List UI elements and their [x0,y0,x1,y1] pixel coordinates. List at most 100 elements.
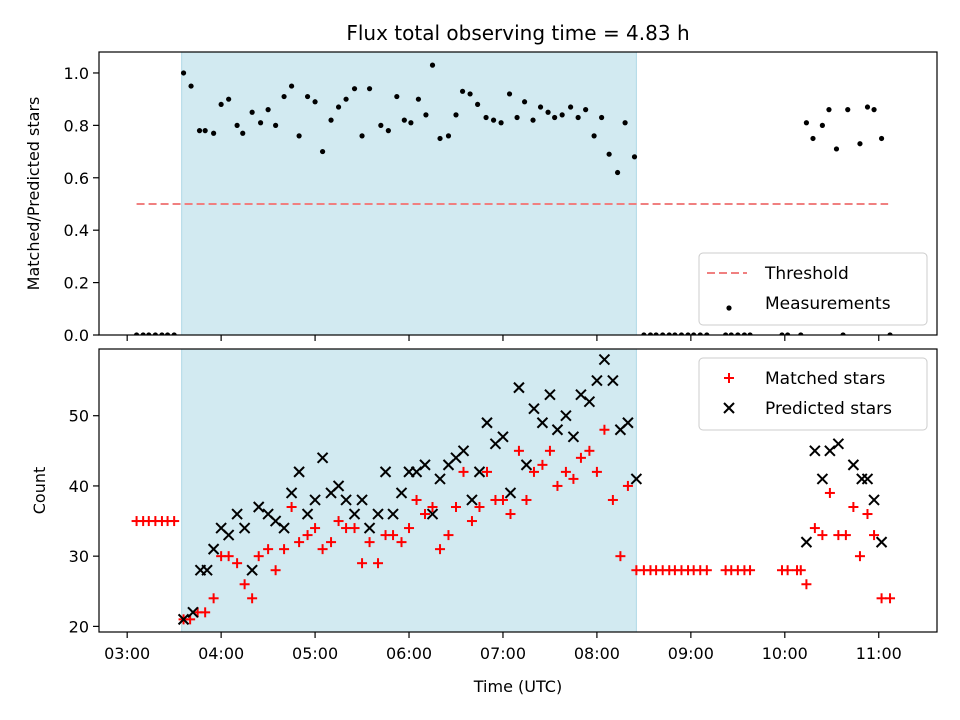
matched-point [568,473,579,484]
measurement-point [218,101,224,108]
predicted-point [395,487,408,499]
predicted-point [622,417,634,429]
measurement-point [559,112,565,118]
matched-point [310,523,321,534]
predicted-point [340,494,352,506]
matched-point [349,523,360,534]
legend: Matched stars Predicted stars [698,357,928,431]
measurement-point [312,99,318,105]
matched-point [521,494,532,505]
matched-point [294,537,305,548]
legend: Threshold Measurements [698,252,928,326]
measurement-point [871,107,877,113]
matched-point [575,452,586,463]
measurement-point [845,107,851,113]
predicted-point [875,536,888,548]
measurement-point [437,135,443,142]
measurement-point [728,332,734,335]
predicted-point [497,431,509,443]
measurement-point [614,169,621,176]
measurement-point [394,93,400,100]
predicted-point [847,459,860,471]
predicted-point [816,473,829,485]
matched-point [513,445,524,456]
matched-point [357,558,368,569]
measurement-point [304,93,311,100]
measurement-point [660,332,666,335]
predicted-point [238,522,251,534]
predicted-point [520,459,533,471]
measurement-point [514,114,520,121]
matched-point [745,565,756,576]
predicted-point [293,466,305,478]
predicted-point [544,388,556,401]
legend-label: Matched stars [765,369,885,389]
measurement-point [415,96,422,102]
predicted-point [504,487,517,499]
legend-entry: Measurements [726,294,891,314]
y-tick-label: 30 [69,547,89,566]
matched-point [474,502,485,513]
predicted-point [246,564,258,576]
measurement-point [685,332,691,335]
measurement-point [133,332,140,335]
measurement-point [366,86,373,92]
measurement-point [171,332,177,335]
predicted-point [387,508,399,520]
x-tick-label: 08:00 [574,644,620,663]
observing-window [181,348,637,633]
measurement-point [159,332,165,335]
y-tick-label: 0.2 [64,274,89,293]
measurement-point [530,117,536,123]
predicted-point [868,494,880,506]
measurement-point [653,332,659,335]
predicted-point [207,543,220,555]
measurement-point [521,99,528,105]
matched-point [253,551,264,562]
matched-point [801,579,812,590]
predicted-point [591,374,603,387]
matched-point [239,579,250,590]
measurement-point [819,122,825,128]
matched-point [411,494,422,505]
measurement-point [459,88,466,94]
predicted-point [583,395,596,408]
matched-point [481,466,492,477]
matched-point [458,466,469,477]
measurement-point [803,120,810,126]
matched-point [840,530,851,541]
legend-entry: Threshold [707,264,849,284]
predicted-point [426,508,439,520]
predicted-point [301,508,314,520]
predicted-point [513,381,525,394]
chart-title: Flux total observing time = 4.83 h [346,21,689,45]
measurement-point [864,104,871,110]
measurement-point [423,112,429,118]
predicted-point [630,473,643,485]
measurement-point [146,332,152,335]
measurement-point [265,107,271,113]
y-tick-label: 1.0 [64,64,89,83]
measurement-point [288,83,295,89]
measurement-point [328,117,334,123]
x-tick-label: 10:00 [762,644,808,663]
measurement-point [351,86,358,92]
predicted-point [598,353,611,366]
predicted-point [528,402,540,415]
x-tick-label: 05:00 [292,644,338,663]
measurement-point [490,117,497,123]
predicted-point [800,536,813,548]
matched-point [333,516,344,527]
matched-point [169,516,180,527]
measurement-point [887,332,893,335]
predicted-point [473,466,486,478]
matched-point [373,558,384,569]
predicted-point [372,508,384,520]
predicted-point [201,564,213,576]
matched-point [701,565,712,576]
matched-point [622,480,633,491]
measurement-point [857,141,863,147]
predicted-point [348,508,361,520]
measurement-point [343,96,349,102]
